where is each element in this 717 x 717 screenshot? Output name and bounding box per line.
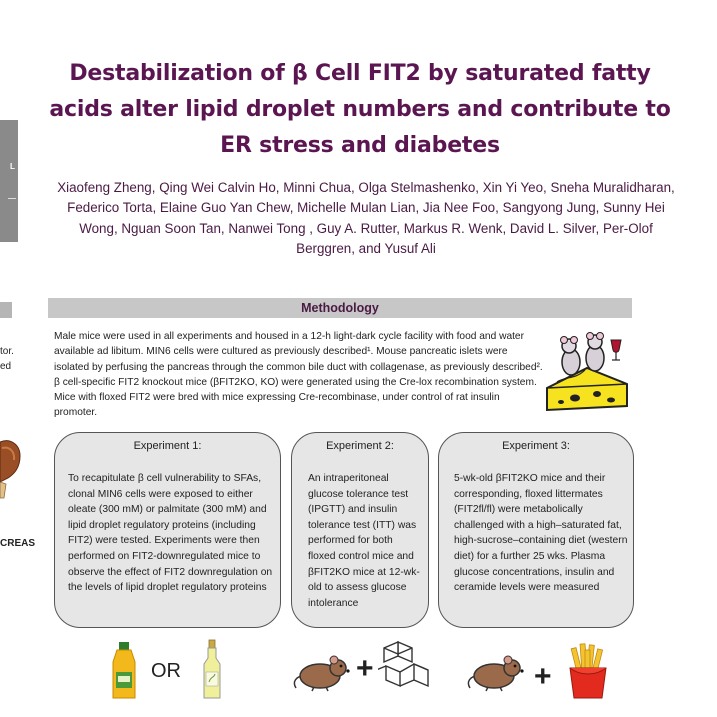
left-text-fragment-1: tor.: [0, 346, 14, 357]
experiment-2-text: An intraperitoneal glucose tolerance tes…: [308, 473, 420, 609]
french-fries-icon: [569, 643, 607, 699]
mice-on-cheese-icon: [546, 332, 628, 412]
oil-flask-icon: [203, 639, 221, 699]
plus-label-2: +: [534, 660, 552, 693]
methodology-text: Male mice were used in all experiments a…: [54, 331, 543, 419]
experiment-2-title: Experiment 2:: [326, 440, 394, 452]
mouse-icon-2: [467, 655, 524, 692]
left-panel-fragment: L: [0, 120, 18, 242]
experiment-2-box: Experiment 2: An intraperitoneal glucose…: [291, 432, 429, 628]
experiment-1-title: Experiment 1:: [133, 440, 202, 452]
pancreas-label: CREAS: [0, 538, 36, 549]
sugar-cubes-icon: [378, 640, 429, 688]
mouse-icon: [293, 655, 350, 692]
oil-bottle-icon: [112, 642, 136, 699]
experiment-1-text: To recapitulate β cell vulnerability to …: [68, 473, 273, 594]
author-list: Xiaofeng Zheng, Qing Wei Calvin Ho, Minn…: [57, 180, 675, 256]
pancreas-icon: [0, 440, 21, 499]
or-label: OR: [151, 660, 181, 682]
left-panel-letter: L: [10, 162, 15, 171]
experiment-3-title: Experiment 3:: [502, 440, 570, 452]
methodology-heading: Methodology: [48, 298, 632, 318]
paper-title: Destabilization of β Cell FIT2 by satura…: [49, 61, 671, 158]
experiment-3-text: 5-wk-old βFIT2KO mice and their correspo…: [454, 473, 628, 594]
experiment-3-box: Experiment 3: 5-wk-old βFIT2KO mice and …: [438, 432, 634, 628]
left-heading-fragment: [0, 302, 12, 318]
left-text-fragment-2: ed: [0, 361, 12, 372]
experiment-1-box: Experiment 1: To recapitulate β cell vul…: [54, 432, 281, 628]
plus-label-1: +: [356, 652, 374, 685]
